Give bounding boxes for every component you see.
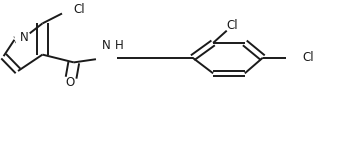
Text: Cl: Cl [302, 51, 314, 64]
Text: H: H [114, 39, 123, 52]
Text: O: O [66, 76, 75, 89]
Text: Cl: Cl [226, 19, 238, 32]
Text: Cl: Cl [74, 3, 85, 16]
Text: N: N [102, 39, 111, 52]
Text: N: N [20, 31, 29, 44]
